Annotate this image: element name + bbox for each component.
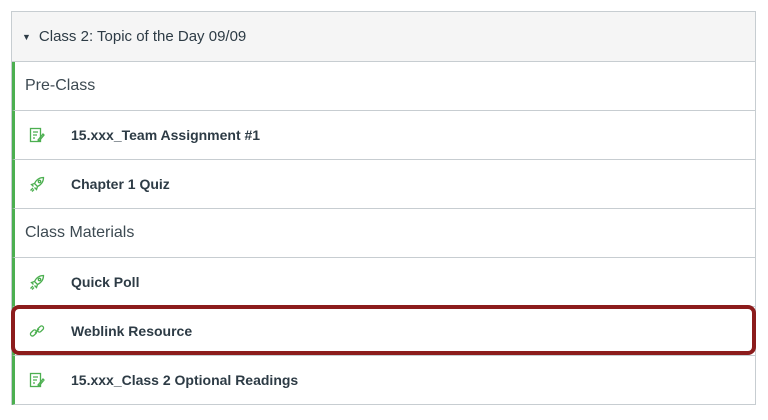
item-label[interactable]: 15.xxx_Class 2 Optional Readings xyxy=(71,372,299,388)
link-icon xyxy=(27,321,47,341)
module-header[interactable]: ▼ Class 2: Topic of the Day 09/09 xyxy=(12,12,755,62)
item-label[interactable]: Weblink Resource xyxy=(71,323,193,339)
item-label[interactable]: Quick Poll xyxy=(71,274,140,290)
assignment-icon xyxy=(27,125,47,145)
caret-down-icon[interactable]: ▼ xyxy=(22,31,31,42)
module-item-optional-readings[interactable]: 15.xxx_Class 2 Optional Readings xyxy=(12,356,755,405)
subheader-pre-class: Pre-Class xyxy=(12,62,755,111)
subheader-class-materials: Class Materials xyxy=(12,209,755,258)
module-item-chapter-1-quiz[interactable]: Chapter 1 Quiz xyxy=(12,160,755,209)
item-label[interactable]: 15.xxx_Team Assignment #1 xyxy=(71,127,261,143)
quiz-rocket-icon xyxy=(27,174,47,194)
module-item-weblink-resource[interactable]: Weblink Resource xyxy=(12,307,755,356)
module-item-team-assignment[interactable]: 15.xxx_Team Assignment #1 xyxy=(12,111,755,160)
quiz-rocket-icon xyxy=(27,272,47,292)
subheader-label: Class Materials xyxy=(25,224,135,241)
item-label[interactable]: Chapter 1 Quiz xyxy=(71,176,170,192)
subheader-label: Pre-Class xyxy=(25,77,96,94)
module-title: Class 2: Topic of the Day 09/09 xyxy=(38,28,247,45)
module: ▼ Class 2: Topic of the Day 09/09 Pre-Cl… xyxy=(11,11,756,405)
module-item-quick-poll[interactable]: Quick Poll xyxy=(12,258,755,307)
assignment-icon xyxy=(27,370,47,390)
